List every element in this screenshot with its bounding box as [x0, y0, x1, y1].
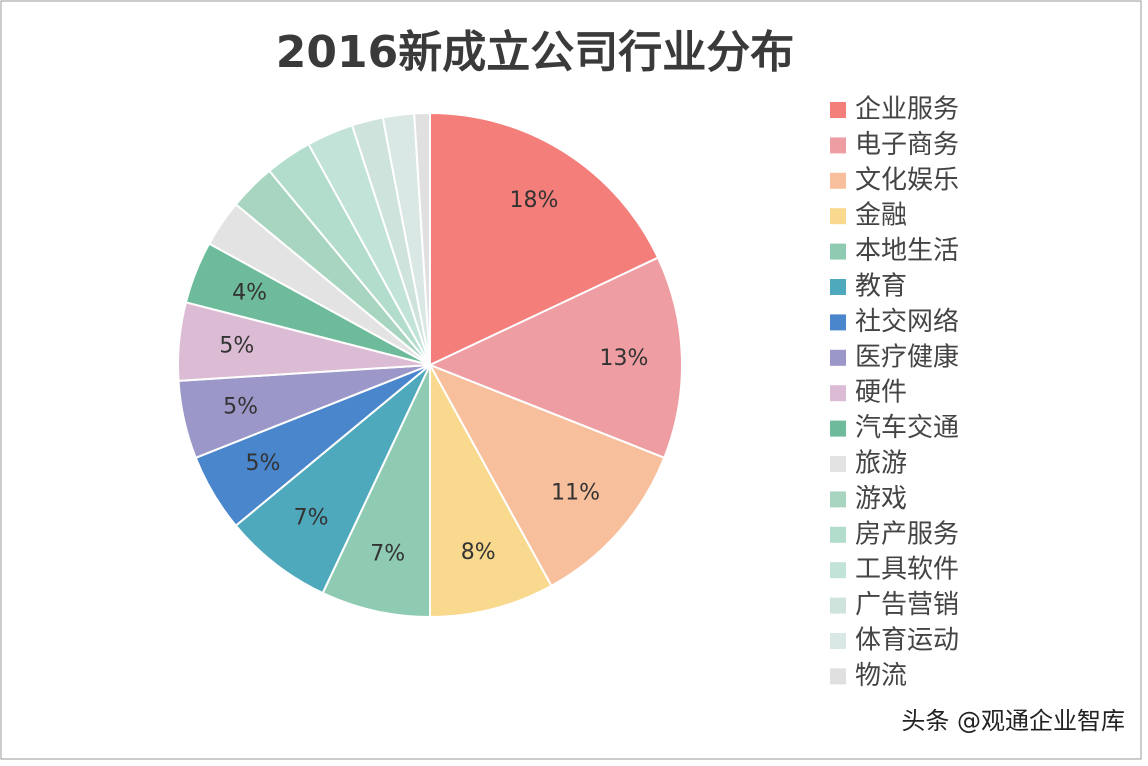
data-label: 11% — [551, 480, 600, 505]
pie-slice — [427, 256, 683, 460]
legend-label: 社交网络 — [855, 307, 959, 337]
pie-slice — [234, 364, 431, 595]
legend-swatch — [830, 562, 846, 579]
pie-slice — [429, 111, 660, 367]
data-label: 13% — [599, 346, 648, 371]
pie-slice — [427, 363, 666, 588]
legend-swatch — [830, 349, 846, 366]
legend-label: 汽车交通 — [855, 413, 959, 443]
data-label: 5% — [246, 451, 281, 476]
legend-label: 教育 — [855, 272, 907, 302]
watermark: 头条 @观通企业智库 — [901, 707, 1125, 735]
data-label: 7% — [294, 505, 329, 530]
legend-label: 电子商务 — [855, 130, 959, 160]
legend-label: 金融 — [855, 201, 907, 231]
legend-swatch — [830, 491, 846, 508]
pie-slice — [321, 364, 431, 619]
legend-swatch — [830, 597, 846, 614]
data-label: 18% — [510, 188, 559, 213]
legend-label: 医疗健康 — [855, 342, 959, 372]
legend-label: 本地生活 — [855, 236, 959, 266]
data-label: 5% — [223, 394, 258, 419]
legend-swatch — [830, 668, 846, 685]
legend-swatch — [830, 172, 846, 189]
chart-title: 2016新成立公司行业分布 — [276, 27, 794, 78]
legend-swatch — [830, 243, 846, 260]
legend-swatch — [830, 420, 846, 437]
legend-label: 房产服务 — [855, 519, 959, 549]
legend-label: 企业服务 — [855, 95, 959, 125]
legend-swatch — [830, 279, 846, 295]
pie-slice — [413, 111, 431, 366]
legend-swatch — [830, 385, 846, 402]
legend-label: 文化娱乐 — [855, 165, 959, 195]
legend-label: 游戏 — [855, 484, 907, 514]
data-label: 4% — [232, 281, 267, 306]
legend-label: 体育运动 — [855, 626, 959, 656]
data-label: 5% — [219, 334, 254, 359]
legend-label: 物流 — [855, 661, 907, 691]
legend-swatch — [830, 208, 846, 225]
legend-label: 广告营销 — [855, 590, 959, 620]
pie-slice — [429, 364, 553, 619]
legend-label: 工具软件 — [855, 555, 959, 585]
legend-swatch — [830, 526, 846, 543]
data-label: 8% — [461, 540, 496, 565]
legend-swatch — [830, 314, 846, 331]
legend-label: 硬件 — [855, 378, 907, 408]
data-label: 7% — [370, 541, 405, 566]
legend-swatch — [830, 633, 846, 649]
legend-swatch — [830, 102, 846, 118]
legend-label: 旅游 — [855, 449, 907, 479]
legend-swatch — [830, 137, 846, 154]
legend-swatch — [830, 456, 846, 472]
